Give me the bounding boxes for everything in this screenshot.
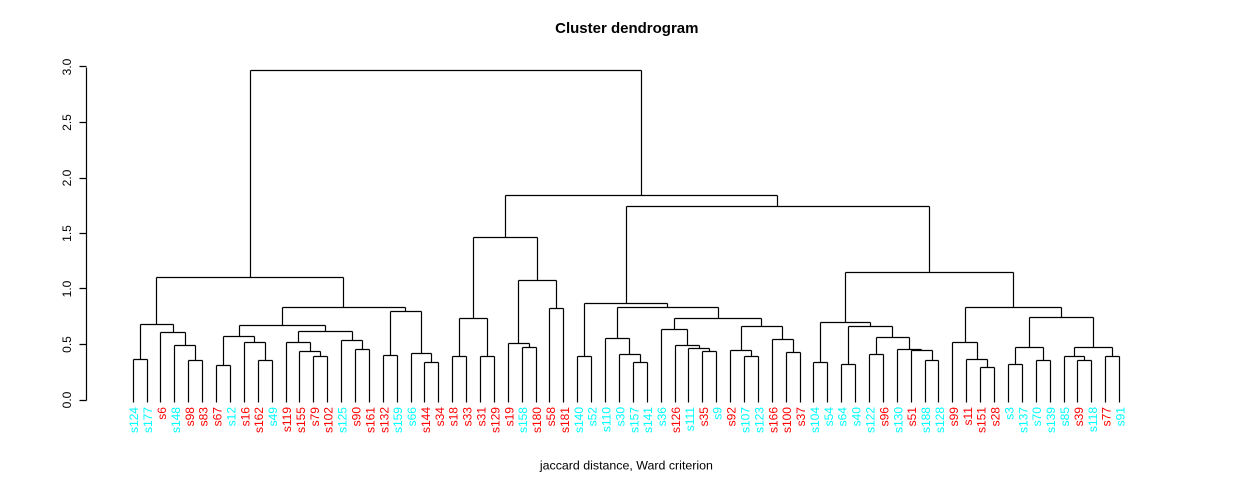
svg-text:s83: s83: [197, 407, 211, 427]
svg-text:s28: s28: [989, 407, 1003, 427]
svg-text:s36: s36: [655, 407, 669, 427]
svg-text:s102: s102: [322, 407, 336, 433]
svg-text:s119: s119: [280, 407, 294, 432]
svg-text:s54: s54: [822, 407, 836, 427]
svg-text:s58: s58: [544, 407, 558, 427]
svg-text:s139: s139: [1044, 407, 1058, 433]
svg-text:s37: s37: [794, 407, 808, 427]
svg-text:s100: s100: [780, 407, 794, 433]
svg-text:s9: s9: [711, 407, 725, 420]
svg-text:s148: s148: [169, 407, 183, 433]
svg-text:s188: s188: [919, 407, 933, 433]
svg-text:s140: s140: [572, 407, 586, 433]
svg-text:s161: s161: [363, 407, 377, 433]
svg-text:s124: s124: [127, 407, 141, 433]
svg-text:3.0: 3.0: [60, 58, 74, 75]
svg-text:s177: s177: [141, 407, 155, 433]
svg-text:s52: s52: [586, 407, 600, 427]
svg-text:s79: s79: [308, 407, 322, 427]
svg-text:s18: s18: [447, 407, 461, 427]
svg-text:s92: s92: [725, 407, 739, 427]
svg-text:s137: s137: [1016, 407, 1030, 433]
svg-text:s166: s166: [766, 407, 780, 433]
svg-text:s130: s130: [891, 407, 905, 433]
svg-text:0.5: 0.5: [60, 336, 74, 353]
svg-text:s151: s151: [975, 407, 989, 433]
svg-text:s51: s51: [905, 407, 919, 427]
svg-text:s64: s64: [836, 407, 850, 427]
svg-text:s16: s16: [238, 407, 252, 427]
svg-text:Cluster dendrogram: Cluster dendrogram: [555, 20, 698, 37]
svg-text:s157: s157: [627, 407, 641, 433]
svg-text:s110: s110: [600, 407, 614, 432]
svg-text:s90: s90: [350, 407, 364, 427]
svg-text:s141: s141: [641, 407, 655, 433]
svg-text:s91: s91: [1114, 407, 1128, 427]
svg-text:s129: s129: [488, 407, 502, 433]
svg-text:jaccard distance, Ward criteri: jaccard distance, Ward criterion: [539, 459, 713, 473]
svg-text:s70: s70: [1030, 407, 1044, 427]
svg-text:s107: s107: [739, 407, 753, 433]
svg-text:s162: s162: [252, 407, 266, 433]
svg-text:s40: s40: [850, 407, 864, 427]
svg-text:1.0: 1.0: [60, 280, 74, 297]
svg-text:s132: s132: [377, 407, 391, 433]
svg-text:s49: s49: [266, 407, 280, 427]
svg-text:s77: s77: [1100, 407, 1114, 427]
svg-text:0.0: 0.0: [60, 391, 74, 408]
svg-text:s123: s123: [752, 407, 766, 433]
svg-text:s122: s122: [864, 407, 878, 433]
svg-text:s66: s66: [405, 407, 419, 427]
svg-text:s39: s39: [1072, 407, 1086, 427]
svg-text:s128: s128: [933, 407, 947, 433]
svg-text:s19: s19: [502, 407, 516, 427]
svg-text:s31: s31: [475, 407, 489, 427]
svg-text:s181: s181: [558, 407, 572, 433]
svg-text:s34: s34: [433, 407, 447, 427]
svg-text:s155: s155: [294, 407, 308, 433]
svg-text:s67: s67: [211, 407, 225, 427]
svg-text:s159: s159: [391, 407, 405, 433]
svg-text:s118: s118: [1086, 407, 1100, 432]
svg-text:s3: s3: [1003, 407, 1017, 420]
svg-text:s180: s180: [530, 407, 544, 433]
svg-text:s96: s96: [877, 407, 891, 427]
svg-text:s11: s11: [961, 407, 975, 426]
svg-text:s126: s126: [669, 407, 683, 433]
svg-text:2.5: 2.5: [60, 114, 74, 131]
svg-text:s99: s99: [947, 407, 961, 427]
svg-text:s144: s144: [419, 407, 433, 433]
svg-text:s111: s111: [683, 407, 697, 432]
svg-text:s104: s104: [808, 407, 822, 433]
svg-text:s35: s35: [697, 407, 711, 427]
svg-text:1.5: 1.5: [60, 225, 74, 242]
svg-text:s30: s30: [614, 407, 628, 427]
svg-text:2.0: 2.0: [60, 169, 74, 186]
svg-text:s98: s98: [183, 407, 197, 427]
svg-text:s12: s12: [225, 407, 239, 427]
svg-text:s125: s125: [336, 407, 350, 433]
svg-text:s85: s85: [1058, 407, 1072, 427]
svg-text:s33: s33: [461, 407, 475, 427]
svg-text:s6: s6: [155, 407, 169, 420]
svg-text:s158: s158: [516, 407, 530, 433]
